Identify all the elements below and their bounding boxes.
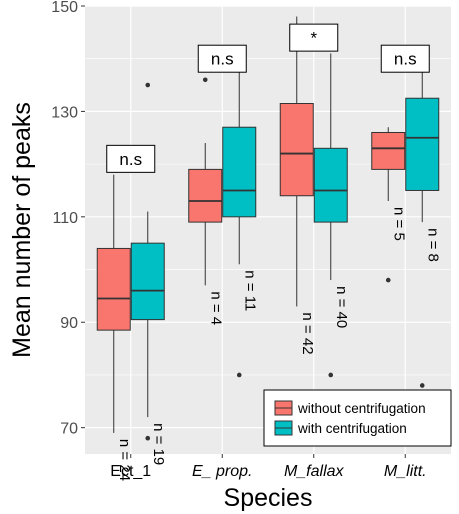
- sample-size-label: n = 4: [207, 291, 224, 325]
- box-iqr: [130, 242, 165, 321]
- sample-size-labels: n = 24 n = 4 n = 42 n = 5 n = 19 n = 11 n = 40…: [116, 207, 442, 481]
- box-iqr: [313, 147, 348, 223]
- outlier-point: [202, 77, 208, 83]
- plot-panel: [85, 6, 451, 454]
- sample-size-label: n = 40: [333, 286, 350, 328]
- box-1-0: [130, 82, 165, 441]
- y-tick-label: 110: [52, 210, 78, 227]
- box-1-3: [405, 69, 440, 388]
- outlier-point: [385, 277, 391, 283]
- significance-layer: n.s n.s * n.s: [106, 23, 430, 173]
- significance-box: n.s: [106, 144, 156, 173]
- y-tick-label: 130: [51, 104, 78, 121]
- significance-label: n.s: [119, 150, 142, 169]
- sample-size-label: n = 8: [424, 228, 441, 262]
- box-layer: [96, 16, 440, 441]
- significance-label: *: [310, 29, 317, 48]
- axes: 70 90 110 130 150 Ect_1 E_ prop. M_fallax M_litt…: [8, 0, 427, 512]
- significance-frame: [380, 44, 430, 73]
- outlier-point: [328, 372, 334, 378]
- box-iqr: [405, 97, 440, 191]
- y-tick-label: 90: [60, 315, 78, 332]
- significance-frame: [197, 44, 247, 73]
- sample-size-label: n = 19: [150, 423, 167, 465]
- x-axis-title: Species: [224, 484, 313, 512]
- box-1-1: [222, 69, 257, 378]
- box-iqr: [188, 168, 223, 223]
- x-tick-label: Ect_1: [110, 463, 151, 480]
- box-iqr: [96, 247, 131, 331]
- significance-label: n.s: [394, 50, 417, 69]
- significance-frame: [289, 23, 339, 52]
- significance-box: n.s: [380, 44, 430, 73]
- y-axis-title: Mean number of peaks: [8, 102, 36, 358]
- box-0-0: [96, 174, 131, 433]
- box-0-2: [279, 16, 314, 307]
- box-0-3: [371, 127, 406, 283]
- box-iqr: [279, 103, 314, 197]
- y-tick-label: 150: [51, 0, 78, 16]
- significance-box: n.s: [197, 44, 247, 73]
- significance-box: *: [289, 23, 339, 52]
- significance-frame: [106, 144, 156, 173]
- sample-size-label: n = 24: [116, 439, 133, 481]
- legend-frame: [263, 389, 452, 447]
- legend: without centrifugation with centrifugatio…: [263, 389, 452, 447]
- x-tick-label: M_fallax: [284, 463, 345, 480]
- box-iqr: [371, 131, 406, 170]
- legend-entry: without centrifugation: [297, 401, 426, 416]
- box-0-1: [188, 77, 223, 286]
- x-tick-label: M_litt.: [384, 463, 427, 480]
- y-tick-label: 70: [60, 421, 78, 438]
- outlier-point: [236, 372, 242, 378]
- legend-entry: with centrifugation: [297, 421, 407, 436]
- sample-size-label: n = 5: [390, 207, 407, 241]
- outlier-point: [419, 383, 425, 388]
- significance-label: n.s: [211, 50, 234, 69]
- x-tick-label: E_ prop.: [192, 463, 252, 480]
- sample-size-label: n = 11: [241, 270, 258, 311]
- outlier-point: [145, 435, 151, 441]
- sample-size-label: n = 42: [299, 312, 316, 354]
- box-iqr: [222, 126, 257, 218]
- outlier-point: [145, 82, 151, 88]
- box-1-2: [313, 53, 348, 378]
